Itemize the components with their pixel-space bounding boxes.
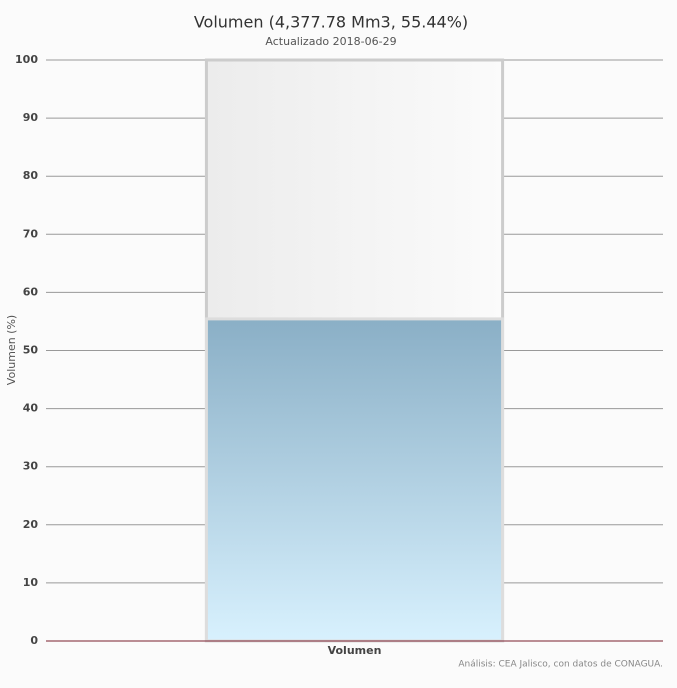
y-tick-label: 80	[23, 169, 39, 182]
y-axis-label: Volumen (%)	[5, 315, 18, 385]
y-tick-label: 70	[23, 227, 39, 240]
y-tick-label: 20	[23, 518, 39, 531]
y-tick-label: 100	[15, 53, 38, 66]
y-tick-label: 50	[23, 344, 39, 357]
bar	[204, 317, 505, 643]
chart-title: Volumen (4,377.78 Mm3, 55.44%)	[194, 13, 468, 32]
y-tick-label: 60	[23, 285, 39, 298]
y-tick-label: 0	[30, 634, 38, 647]
credits: Análisis: CEA Jalisco, con datos de CONA…	[458, 660, 663, 670]
y-tick-label: 90	[23, 111, 39, 124]
x-tick-label: Volumen	[328, 644, 382, 657]
y-tick-label: 40	[23, 402, 39, 415]
y-tick-label: 30	[23, 460, 39, 473]
y-tick-label: 10	[23, 576, 39, 589]
chart-subtitle: Actualizado 2018-06-29	[265, 35, 396, 48]
